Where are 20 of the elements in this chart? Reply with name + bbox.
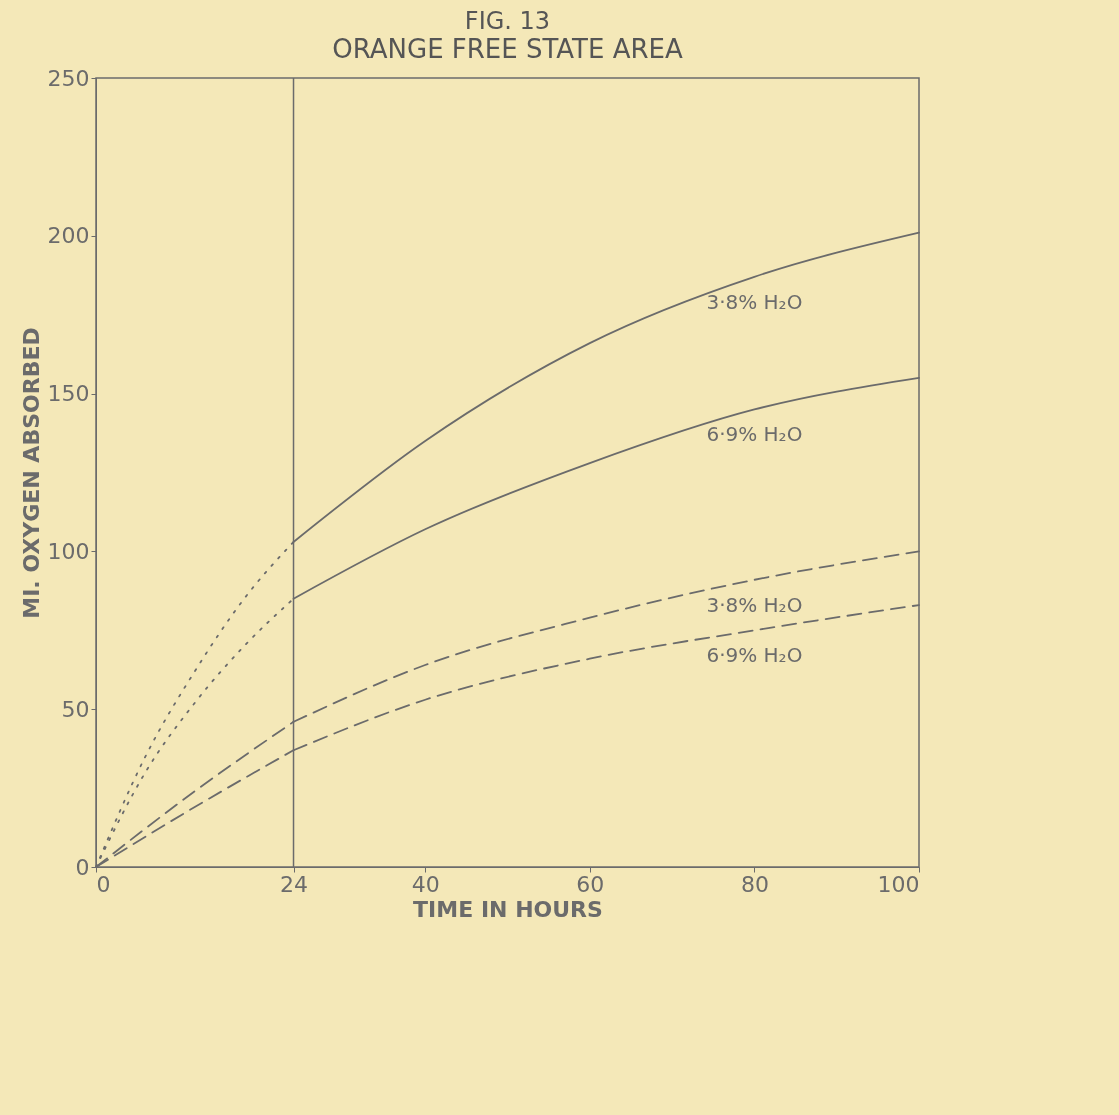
y-tick-label: 250	[47, 65, 90, 91]
y-tick-label: 150	[47, 381, 90, 407]
x-tick-label: 100	[877, 871, 920, 897]
y-tick-label: 0	[75, 854, 90, 880]
chart-subtitle: ORANGE FREE STATE AREA	[332, 34, 683, 64]
y-tick-label: 200	[47, 223, 90, 249]
x-tick-label: 80	[740, 871, 769, 897]
x-tick-label: 24	[280, 871, 309, 897]
x-tick-label: 60	[576, 871, 605, 897]
series-label: 3·8% H₂O	[706, 289, 803, 314]
chart-title: FIG. 13	[464, 7, 551, 35]
x-tick-label: 40	[411, 871, 440, 897]
x-tick-label: 0	[96, 871, 111, 897]
y-tick-label: 100	[47, 538, 90, 564]
series-label: 6·9% H₂O	[706, 422, 803, 447]
series-label: 6·9% H₂O	[706, 643, 803, 668]
y-tick-label: 50	[61, 696, 90, 722]
y-axis-title: MI. OXYGEN ABSORBED	[18, 327, 44, 619]
x-axis-title: TIME IN HOURS	[413, 896, 603, 922]
series-label: 3·8% H₂O	[706, 592, 803, 617]
